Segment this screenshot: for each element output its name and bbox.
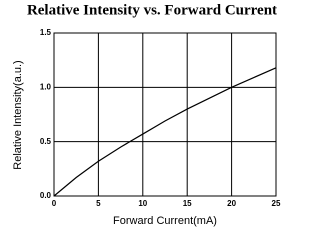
x-tick-label: 15 [183,199,192,208]
chart-title: Relative Intensity vs. Forward Current [27,2,277,18]
x-axis-label: Forward Current(mA) [113,215,217,227]
x-tick-label: 5 [96,199,101,208]
chart: Relative Intensity vs. Forward Current F… [12,2,281,227]
plot-frame [53,32,277,197]
data-line [53,67,277,197]
x-tick-label: 25 [272,199,281,208]
y-tick-label: 1.0 [40,82,52,91]
y-tick-label: 1.5 [40,28,52,37]
x-tick-label: 10 [138,199,147,208]
x-tick-label: 20 [227,199,236,208]
y-axis-label: Relative Intensity(a.u.) [12,60,24,169]
x-tick-label: 0 [52,199,57,208]
y-tick-label: 0.5 [40,137,52,146]
y-tick-label: 0.0 [40,191,52,200]
